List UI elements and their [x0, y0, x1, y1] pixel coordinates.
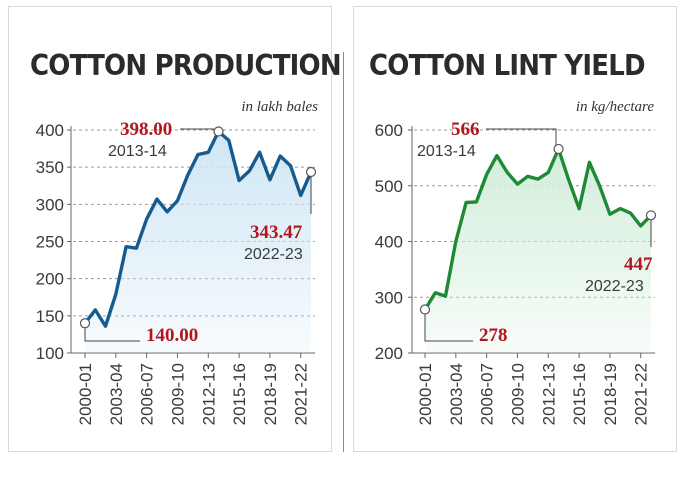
yield-highlight-point: [553, 143, 564, 155]
yield-series-line: [423, 147, 653, 311]
yield-xtick-label: 2009-10: [508, 363, 527, 425]
production-ytick-label: 350: [36, 158, 64, 177]
production-callout-value: 343.47: [250, 222, 303, 243]
production-xtick-label: 2021-22: [292, 363, 311, 425]
right-panel-frame: [353, 6, 677, 452]
production-xtick-label: 2006-07: [138, 363, 157, 425]
yield-unit-label: in kg/hectare: [575, 99, 654, 115]
panel-divider: [343, 52, 344, 452]
yield-callout-value: 566: [451, 119, 480, 140]
production-highlight-point: [305, 166, 317, 178]
production-callout-year: 2013-14: [108, 143, 167, 160]
yield-ytick-label: 300: [375, 288, 403, 307]
yield-ytick-label: 400: [375, 233, 403, 252]
yield-callout-leader: [424, 307, 473, 342]
production-highlight-point: [79, 318, 91, 329]
production-chart: 100 150 200 250 300 350 400 2000-01 2003-04 2006-…: [36, 119, 317, 425]
yield-callout-year: 2013-14: [417, 143, 476, 160]
yield-xtick-label: 2021-22: [632, 363, 651, 425]
yield-xtick-label: 2012-13: [539, 363, 558, 425]
yield-xtick-label: 2000-01: [416, 363, 435, 425]
production-unit-label: in lakh bales: [241, 99, 318, 115]
production-callout-year: 2022-23: [244, 246, 303, 263]
production-callout-value: 398.00: [120, 119, 172, 140]
production-xtick-label: 2000-01: [76, 363, 95, 425]
yield-callout-leader: [486, 128, 557, 147]
yield-ytick-label: 200: [375, 344, 403, 363]
yield-callout-year: 2022-23: [585, 278, 644, 295]
production-ytick-label: 150: [36, 307, 64, 326]
production-highlight-point: [213, 126, 224, 137]
yield-xtick-label: 2018-19: [601, 363, 620, 425]
production-xtick-label: 2012-13: [199, 363, 218, 425]
yield-callout-value: 447: [624, 254, 653, 275]
production-ytick-label: 300: [36, 195, 64, 214]
production-ytick-label: 250: [36, 233, 64, 252]
yield-xtick-label: 2003-04: [447, 363, 466, 425]
yield-xtick-label: 2015-16: [570, 363, 589, 425]
yield-highlight-point: [419, 304, 431, 315]
yield-highlight-point: [645, 210, 657, 221]
production-chart-title: COTTON PRODUCTION: [30, 50, 342, 83]
production-xtick-label: 2015-16: [230, 363, 249, 425]
left-panel-frame: [8, 6, 332, 452]
production-ytick-label: 200: [36, 270, 64, 289]
yield-chart-title: COTTON LINT YIELD: [369, 50, 646, 83]
production-area-fill: [85, 131, 311, 353]
production-series-line: [83, 129, 313, 328]
yield-area-fill: [425, 149, 651, 353]
production-ytick-label: 100: [36, 344, 64, 363]
yield-ytick-label: 600: [375, 121, 403, 140]
production-xtick-label: 2003-04: [107, 363, 126, 425]
yield-ytick-label: 500: [375, 177, 403, 196]
yield-callout-value: 278: [479, 325, 508, 346]
production-callout-value: 140.00: [146, 325, 198, 346]
production-ytick-label: 400: [36, 121, 64, 140]
production-xtick-label: 2018-19: [261, 363, 280, 425]
yield-xtick-label: 2006-07: [478, 363, 497, 425]
production-xtick-label: 2009-10: [168, 363, 187, 425]
